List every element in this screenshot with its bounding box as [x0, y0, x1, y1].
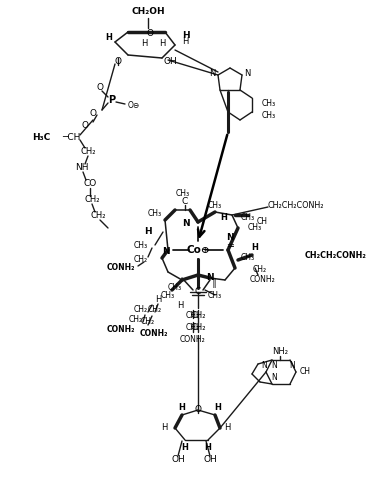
Text: CH₂: CH₂: [186, 324, 200, 333]
Text: C: C: [195, 288, 201, 297]
Text: CONH₂: CONH₂: [249, 276, 275, 285]
Text: CONH₂: CONH₂: [140, 328, 169, 337]
Text: CH₂OH: CH₂OH: [131, 8, 165, 16]
Text: CH₂: CH₂: [134, 305, 148, 314]
Text: CH₂CH₂CONH₂: CH₂CH₂CONH₂: [268, 201, 325, 209]
Text: H: H: [105, 34, 112, 43]
Text: H: H: [155, 296, 161, 304]
Text: CH₂: CH₂: [253, 265, 267, 275]
Text: O: O: [81, 121, 88, 131]
Text: H: H: [182, 37, 188, 47]
Text: H: H: [251, 243, 258, 252]
Text: O: O: [114, 58, 122, 67]
Text: N: N: [261, 360, 267, 370]
Text: CH: CH: [256, 217, 268, 227]
Text: N: N: [244, 70, 250, 79]
Text: CH₂: CH₂: [190, 311, 206, 320]
Text: CO: CO: [84, 180, 97, 189]
Text: CH₃: CH₃: [208, 201, 222, 209]
Text: CH₃: CH₃: [248, 224, 262, 232]
Text: H: H: [179, 404, 186, 412]
Text: CONH₂: CONH₂: [107, 325, 135, 335]
Text: H: H: [214, 404, 221, 412]
Text: P: P: [109, 95, 116, 105]
Text: N: N: [271, 361, 277, 371]
Text: H: H: [204, 444, 211, 453]
Text: CH₃: CH₃: [241, 253, 255, 263]
Text: CH₃: CH₃: [161, 290, 175, 300]
Text: H: H: [221, 214, 228, 223]
Text: CONH₂: CONH₂: [107, 264, 135, 273]
Text: CH₂: CH₂: [190, 324, 206, 333]
Text: OH: OH: [203, 456, 217, 465]
Text: NH: NH: [75, 164, 89, 172]
Text: H: H: [224, 423, 230, 432]
Text: O: O: [147, 28, 154, 37]
Text: CH₃: CH₃: [176, 190, 190, 199]
Text: CH₂: CH₂: [148, 305, 162, 314]
Text: N: N: [162, 248, 170, 256]
Text: NH₂: NH₂: [272, 348, 288, 357]
Text: CH₂CH₂CONH₂: CH₂CH₂CONH₂: [305, 251, 367, 260]
Text: N: N: [289, 361, 295, 371]
Text: H: H: [177, 300, 183, 310]
Text: H: H: [162, 422, 168, 432]
Text: CH₂: CH₂: [134, 255, 148, 264]
Text: H₃C: H₃C: [32, 133, 50, 143]
Text: Co⊕: Co⊕: [186, 245, 210, 255]
Text: OH: OH: [163, 58, 177, 67]
Text: CH₂: CH₂: [129, 315, 143, 324]
Text: H: H: [159, 38, 165, 48]
Text: N: N: [226, 233, 234, 242]
Text: N: N: [182, 219, 190, 228]
Text: CH₂: CH₂: [141, 317, 155, 326]
Text: N: N: [206, 273, 214, 281]
Text: CH₂: CH₂: [84, 195, 100, 204]
Text: H: H: [182, 444, 188, 453]
Text: CH₃: CH₃: [262, 110, 276, 120]
Text: CH₃: CH₃: [148, 209, 162, 218]
Text: O⊖: O⊖: [128, 100, 140, 109]
Text: CH₃: CH₃: [134, 240, 148, 250]
Text: CH₃: CH₃: [208, 290, 222, 300]
Text: H: H: [141, 38, 147, 48]
Text: CH₃: CH₃: [241, 214, 255, 223]
Text: C: C: [182, 197, 188, 206]
Text: ║: ║: [211, 278, 216, 288]
Text: CH₃: CH₃: [168, 284, 182, 292]
Text: CH₂: CH₂: [186, 311, 200, 320]
Text: O: O: [194, 406, 201, 415]
Text: ─CH: ─CH: [62, 133, 80, 143]
Text: CH: CH: [300, 368, 311, 376]
Text: CH₃: CH₃: [262, 98, 276, 108]
Text: H: H: [182, 32, 190, 40]
Text: CH₂: CH₂: [90, 212, 106, 220]
Text: N: N: [209, 70, 216, 79]
Text: CONH₂: CONH₂: [180, 336, 206, 345]
Text: N: N: [271, 373, 277, 383]
Text: CH₂: CH₂: [80, 147, 96, 156]
Text: O: O: [97, 84, 104, 93]
Text: H: H: [144, 228, 152, 237]
Text: ═: ═: [227, 241, 233, 251]
Text: OH: OH: [171, 456, 185, 465]
Text: O: O: [90, 108, 97, 118]
